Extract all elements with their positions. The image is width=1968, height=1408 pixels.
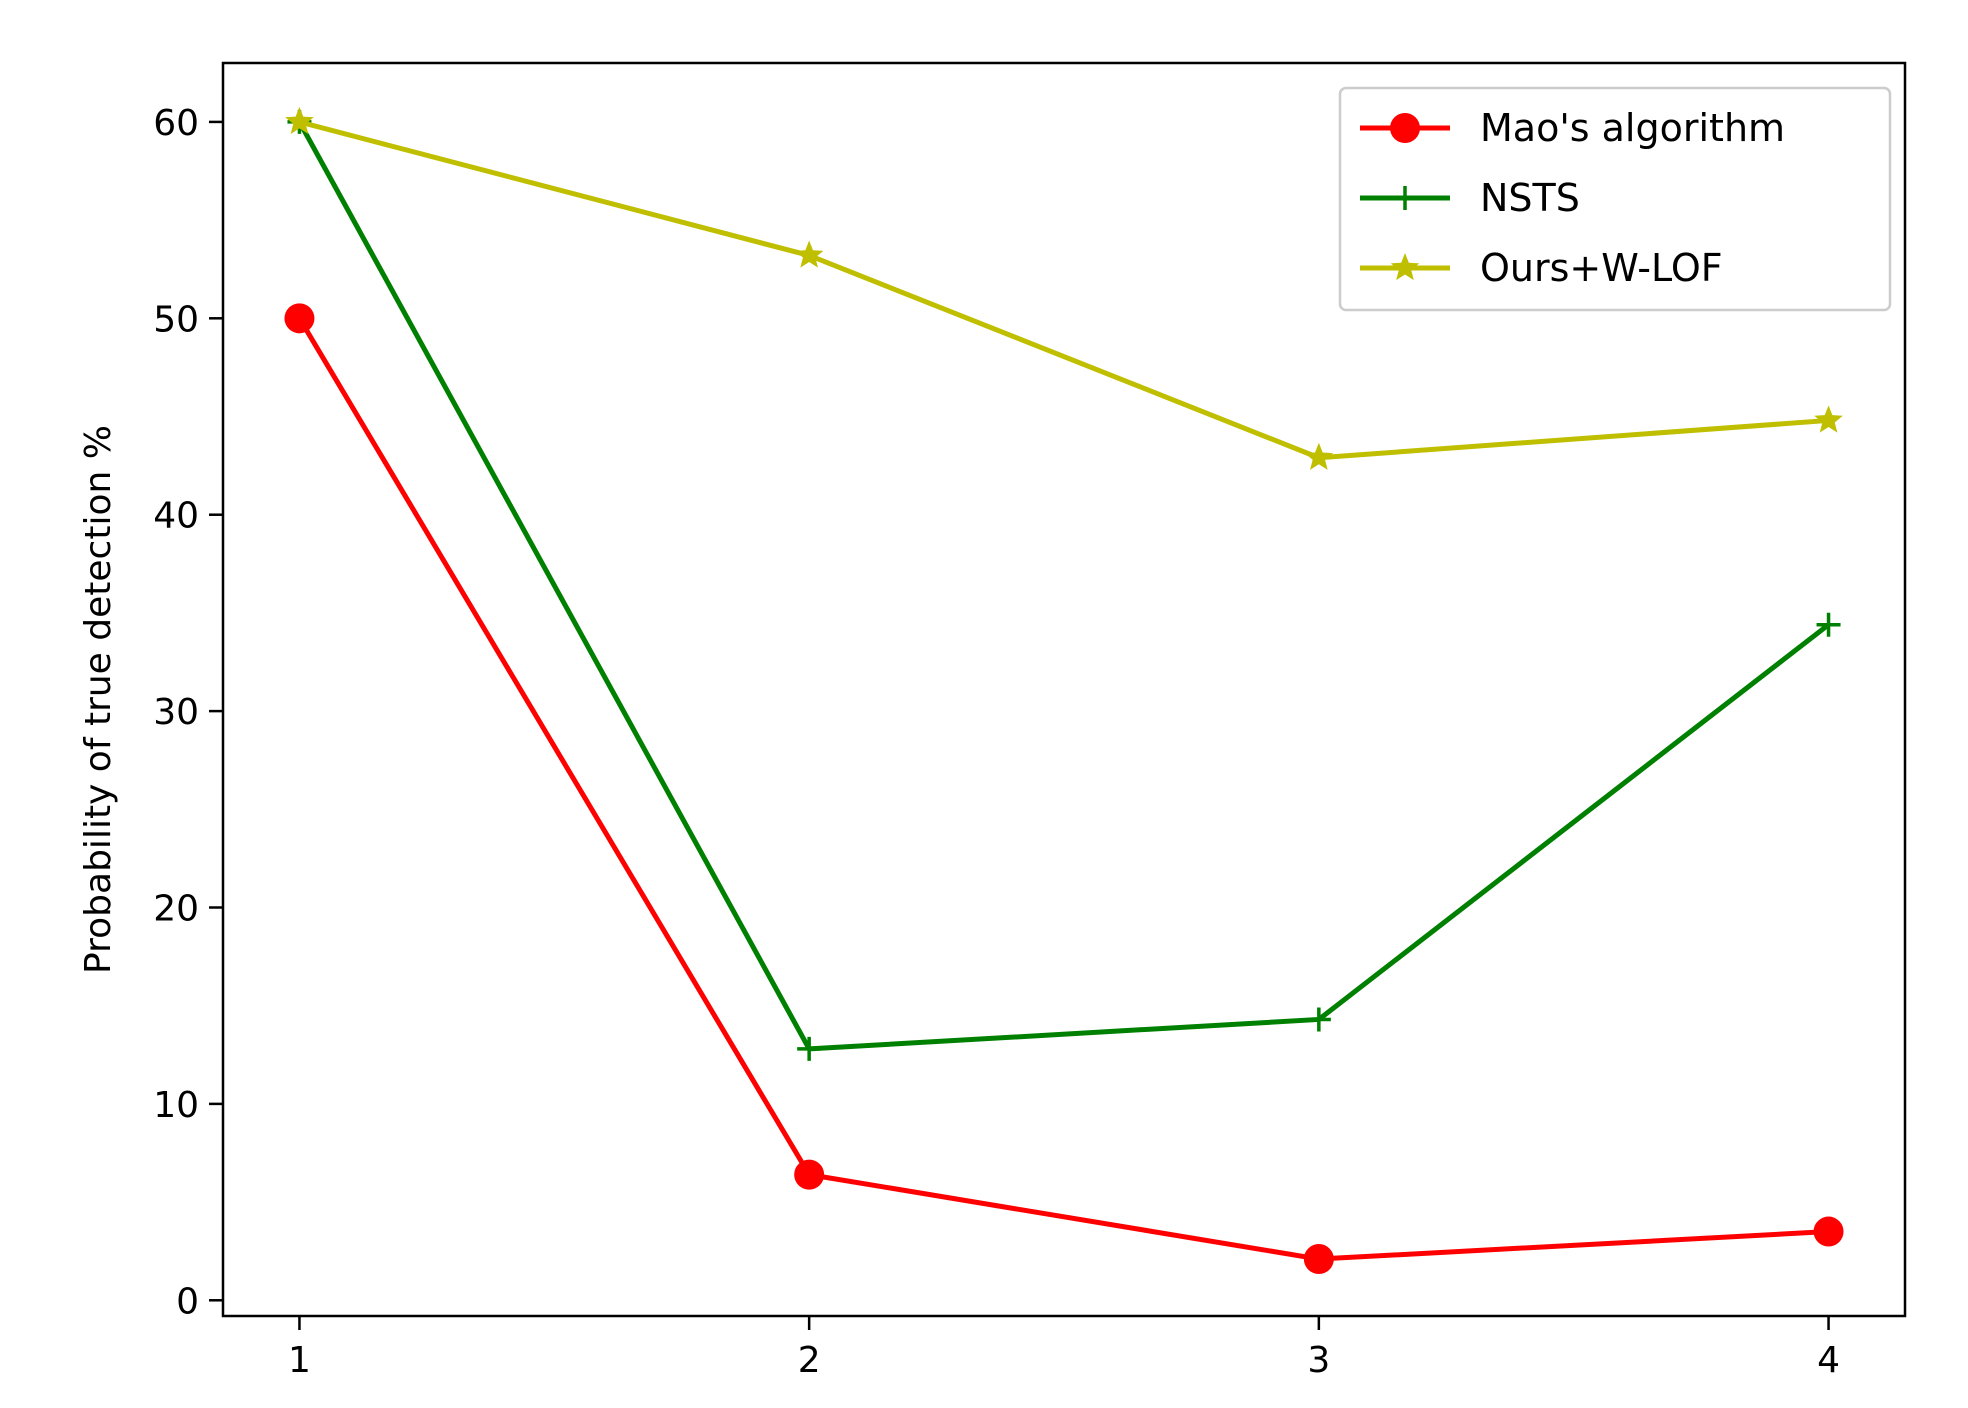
legend-item: Mao's algorithm (1360, 106, 1785, 150)
data-point-plus (1306, 1007, 1331, 1032)
y-axis-label: Probability of true detection % (78, 425, 119, 974)
series-line (298, 119, 1829, 461)
y-tick-label: 10 (153, 1085, 199, 1126)
x-tick-label: 2 (798, 1340, 821, 1381)
series-line (297, 120, 1831, 1052)
x-tick-label: 3 (1307, 1340, 1330, 1381)
y-tick-label: 0 (176, 1281, 199, 1322)
data-point-star (285, 106, 314, 135)
legend-box (1338, 86, 1892, 312)
data-point-star (794, 240, 824, 268)
data-point-plus (797, 1036, 822, 1061)
data-point-circle (284, 303, 315, 334)
legend-label: Ours+W-LOF (1480, 246, 1723, 290)
data-point-circle (1813, 1216, 1844, 1247)
data-point-circle (794, 1159, 825, 1190)
series-ours-w-lof (285, 106, 1843, 470)
plot-frame (221, 61, 1907, 1318)
y-tick-label: 30 (153, 692, 199, 733)
data-point-star (1814, 405, 1843, 433)
series-layer (284, 106, 1844, 1275)
data-point-circle (1390, 113, 1420, 143)
x-axis: 1 2 3 4 (288, 1316, 1840, 1381)
series-line (297, 317, 1829, 1262)
legend-label: Mao's algorithm (1480, 106, 1785, 150)
data-point-plus (1816, 612, 1841, 637)
y-axis: 0 10 20 30 40 50 60 (153, 103, 223, 1322)
data-point-circle (1303, 1244, 1334, 1275)
y-tick-label: 50 (153, 299, 199, 340)
legend-label: NSTS (1480, 176, 1580, 220)
data-point-star (1390, 253, 1420, 281)
y-tick-label: 60 (153, 103, 199, 144)
y-tick-label: 40 (153, 496, 199, 537)
y-tick-label: 20 (153, 888, 199, 929)
legend-item: NSTS (1360, 176, 1580, 220)
legend: Mao's algorithm NSTS Ours+W-LOF (1338, 86, 1892, 312)
series-mao-s-algorithm (284, 303, 1844, 1275)
data-point-plus (1393, 186, 1417, 210)
x-tick-label: 1 (288, 1340, 311, 1381)
legend-item: Ours+W-LOF (1360, 246, 1723, 290)
plot-area (221, 61, 1907, 1318)
x-tick-label: 4 (1817, 1340, 1840, 1381)
data-point-star (1304, 442, 1334, 470)
